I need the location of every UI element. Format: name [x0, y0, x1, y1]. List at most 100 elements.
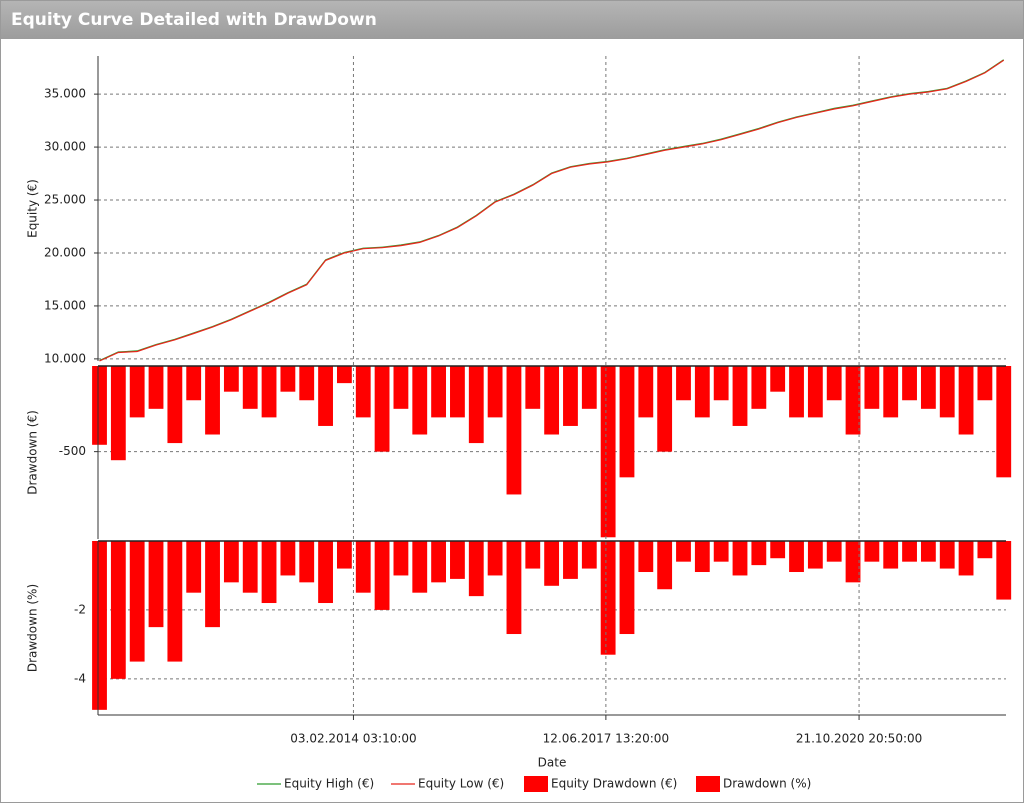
drawdown-bar — [958, 366, 974, 435]
drawdown-bar — [958, 541, 974, 576]
drawdown-bar — [581, 366, 597, 409]
drawdown-bar — [92, 541, 107, 710]
drawdown-bar — [920, 541, 936, 562]
drawdown-bar — [920, 366, 936, 409]
drawdown-bar — [242, 541, 258, 593]
legend-label: Equity Low (€) — [418, 777, 504, 791]
drawdown-bar — [676, 541, 691, 562]
drawdown-bar — [205, 366, 220, 435]
drawdown-bar — [864, 366, 880, 409]
drawdown-bar — [506, 541, 522, 635]
drawdown-bar — [148, 541, 164, 628]
drawdown-bar — [770, 541, 786, 559]
drawdown-bar — [826, 366, 842, 401]
drawdown-bar — [129, 541, 145, 662]
drawdown-bar — [996, 541, 1012, 600]
drawdown-bar — [939, 366, 955, 418]
drawdown-bar — [299, 541, 315, 583]
drawdown-bar — [600, 541, 616, 655]
drawdown-bar — [374, 541, 390, 610]
drawdown-bar — [205, 541, 220, 628]
legend-label: Drawdown (%) — [723, 777, 811, 791]
drawdown-bar — [826, 541, 842, 562]
drawdown-bar — [845, 366, 861, 435]
drawdown-bar — [261, 366, 277, 418]
drawdown-bar — [487, 366, 503, 418]
equity-line — [99, 59, 1005, 362]
drawdown-bar — [544, 366, 560, 435]
drawdown-bar — [431, 541, 447, 583]
drawdown-bar — [638, 541, 654, 573]
drawdown-bar — [186, 366, 202, 401]
drawdown-bar — [657, 541, 673, 590]
drawdown-bar — [468, 541, 484, 597]
drawdown-bar — [732, 541, 748, 576]
drawdown-bar — [167, 366, 183, 444]
x-tick-label: 12.06.2017 13:20:00 — [543, 732, 669, 746]
drawdown-bar — [713, 541, 729, 562]
drawdown-bar — [167, 541, 183, 662]
x-tick-label: 03.02.2014 03:10:00 — [290, 732, 416, 746]
drawdown-bar — [789, 366, 804, 418]
legend-swatch — [524, 776, 548, 792]
x-tick-label: 21.10.2020 20:50:00 — [796, 732, 922, 746]
drawdown-bar — [751, 366, 767, 409]
drawdown-bar — [657, 366, 673, 452]
drawdown-bar — [600, 366, 616, 538]
drawdown-bar — [393, 366, 409, 409]
drawdown-bar — [864, 541, 880, 562]
drawdown-bar — [355, 366, 371, 418]
drawdown-bar — [110, 366, 126, 461]
drawdown-bar — [110, 541, 126, 679]
legend-label: Equity High (€) — [284, 777, 374, 791]
drawdown-bar — [807, 366, 823, 418]
drawdown-bar — [318, 541, 333, 604]
drawdown-bar — [977, 366, 993, 401]
drawdown-bar — [412, 541, 428, 593]
drawdown-bar — [393, 541, 409, 576]
y-tick-label: 10.000 — [44, 351, 86, 365]
y-tick-label: -2 — [74, 602, 86, 616]
drawdown-bar — [92, 366, 107, 445]
drawdown-bar — [713, 366, 729, 401]
drawdown-bar — [789, 541, 804, 573]
drawdown-bar — [374, 366, 390, 452]
drawdown-bar — [619, 541, 635, 635]
drawdown-bar — [676, 366, 691, 401]
drawdown-bar — [581, 541, 597, 569]
y-tick-label: 15.000 — [44, 298, 86, 312]
drawdown-bar — [506, 366, 522, 495]
drawdown-bar — [129, 366, 145, 418]
drawdown-bar — [431, 366, 447, 418]
drawdown-bar — [186, 541, 202, 593]
drawdown-bar — [223, 366, 239, 392]
y-axis-label: Equity (€) — [26, 179, 40, 238]
drawdown-bar — [148, 366, 164, 409]
drawdown-bar — [525, 541, 541, 569]
drawdown-bar — [902, 541, 917, 562]
drawdown-bar — [242, 366, 258, 409]
chart: 10.000 15.000 20.000 25.000 30.000 35.000 Equi… — [26, 56, 1012, 792]
drawdown-bar — [977, 541, 993, 559]
drawdown-bar — [619, 366, 635, 478]
drawdown-bar — [902, 366, 917, 401]
x-axis-label: Date — [538, 756, 567, 770]
drawdown-bar — [468, 366, 484, 444]
drawdown-bar — [845, 541, 861, 583]
y-tick-label: 30.000 — [44, 140, 86, 154]
drawdown-bar — [694, 366, 710, 418]
y-axis-label: Drawdown (€) — [26, 410, 40, 495]
y-tick-label: -500 — [59, 444, 86, 458]
y-tick-label: -4 — [74, 671, 86, 685]
drawdown-bar — [299, 366, 315, 401]
drawdown-bar — [223, 541, 239, 583]
legend-swatch — [696, 776, 720, 792]
y-tick-label: 25.000 — [44, 193, 86, 207]
y-tick-label: 35.000 — [44, 87, 86, 101]
drawdown-bar — [732, 366, 748, 426]
drawdown-bar — [807, 541, 823, 569]
drawdown-bar — [883, 541, 899, 569]
drawdown-bar — [336, 366, 352, 384]
drawdown-bar — [939, 541, 955, 569]
